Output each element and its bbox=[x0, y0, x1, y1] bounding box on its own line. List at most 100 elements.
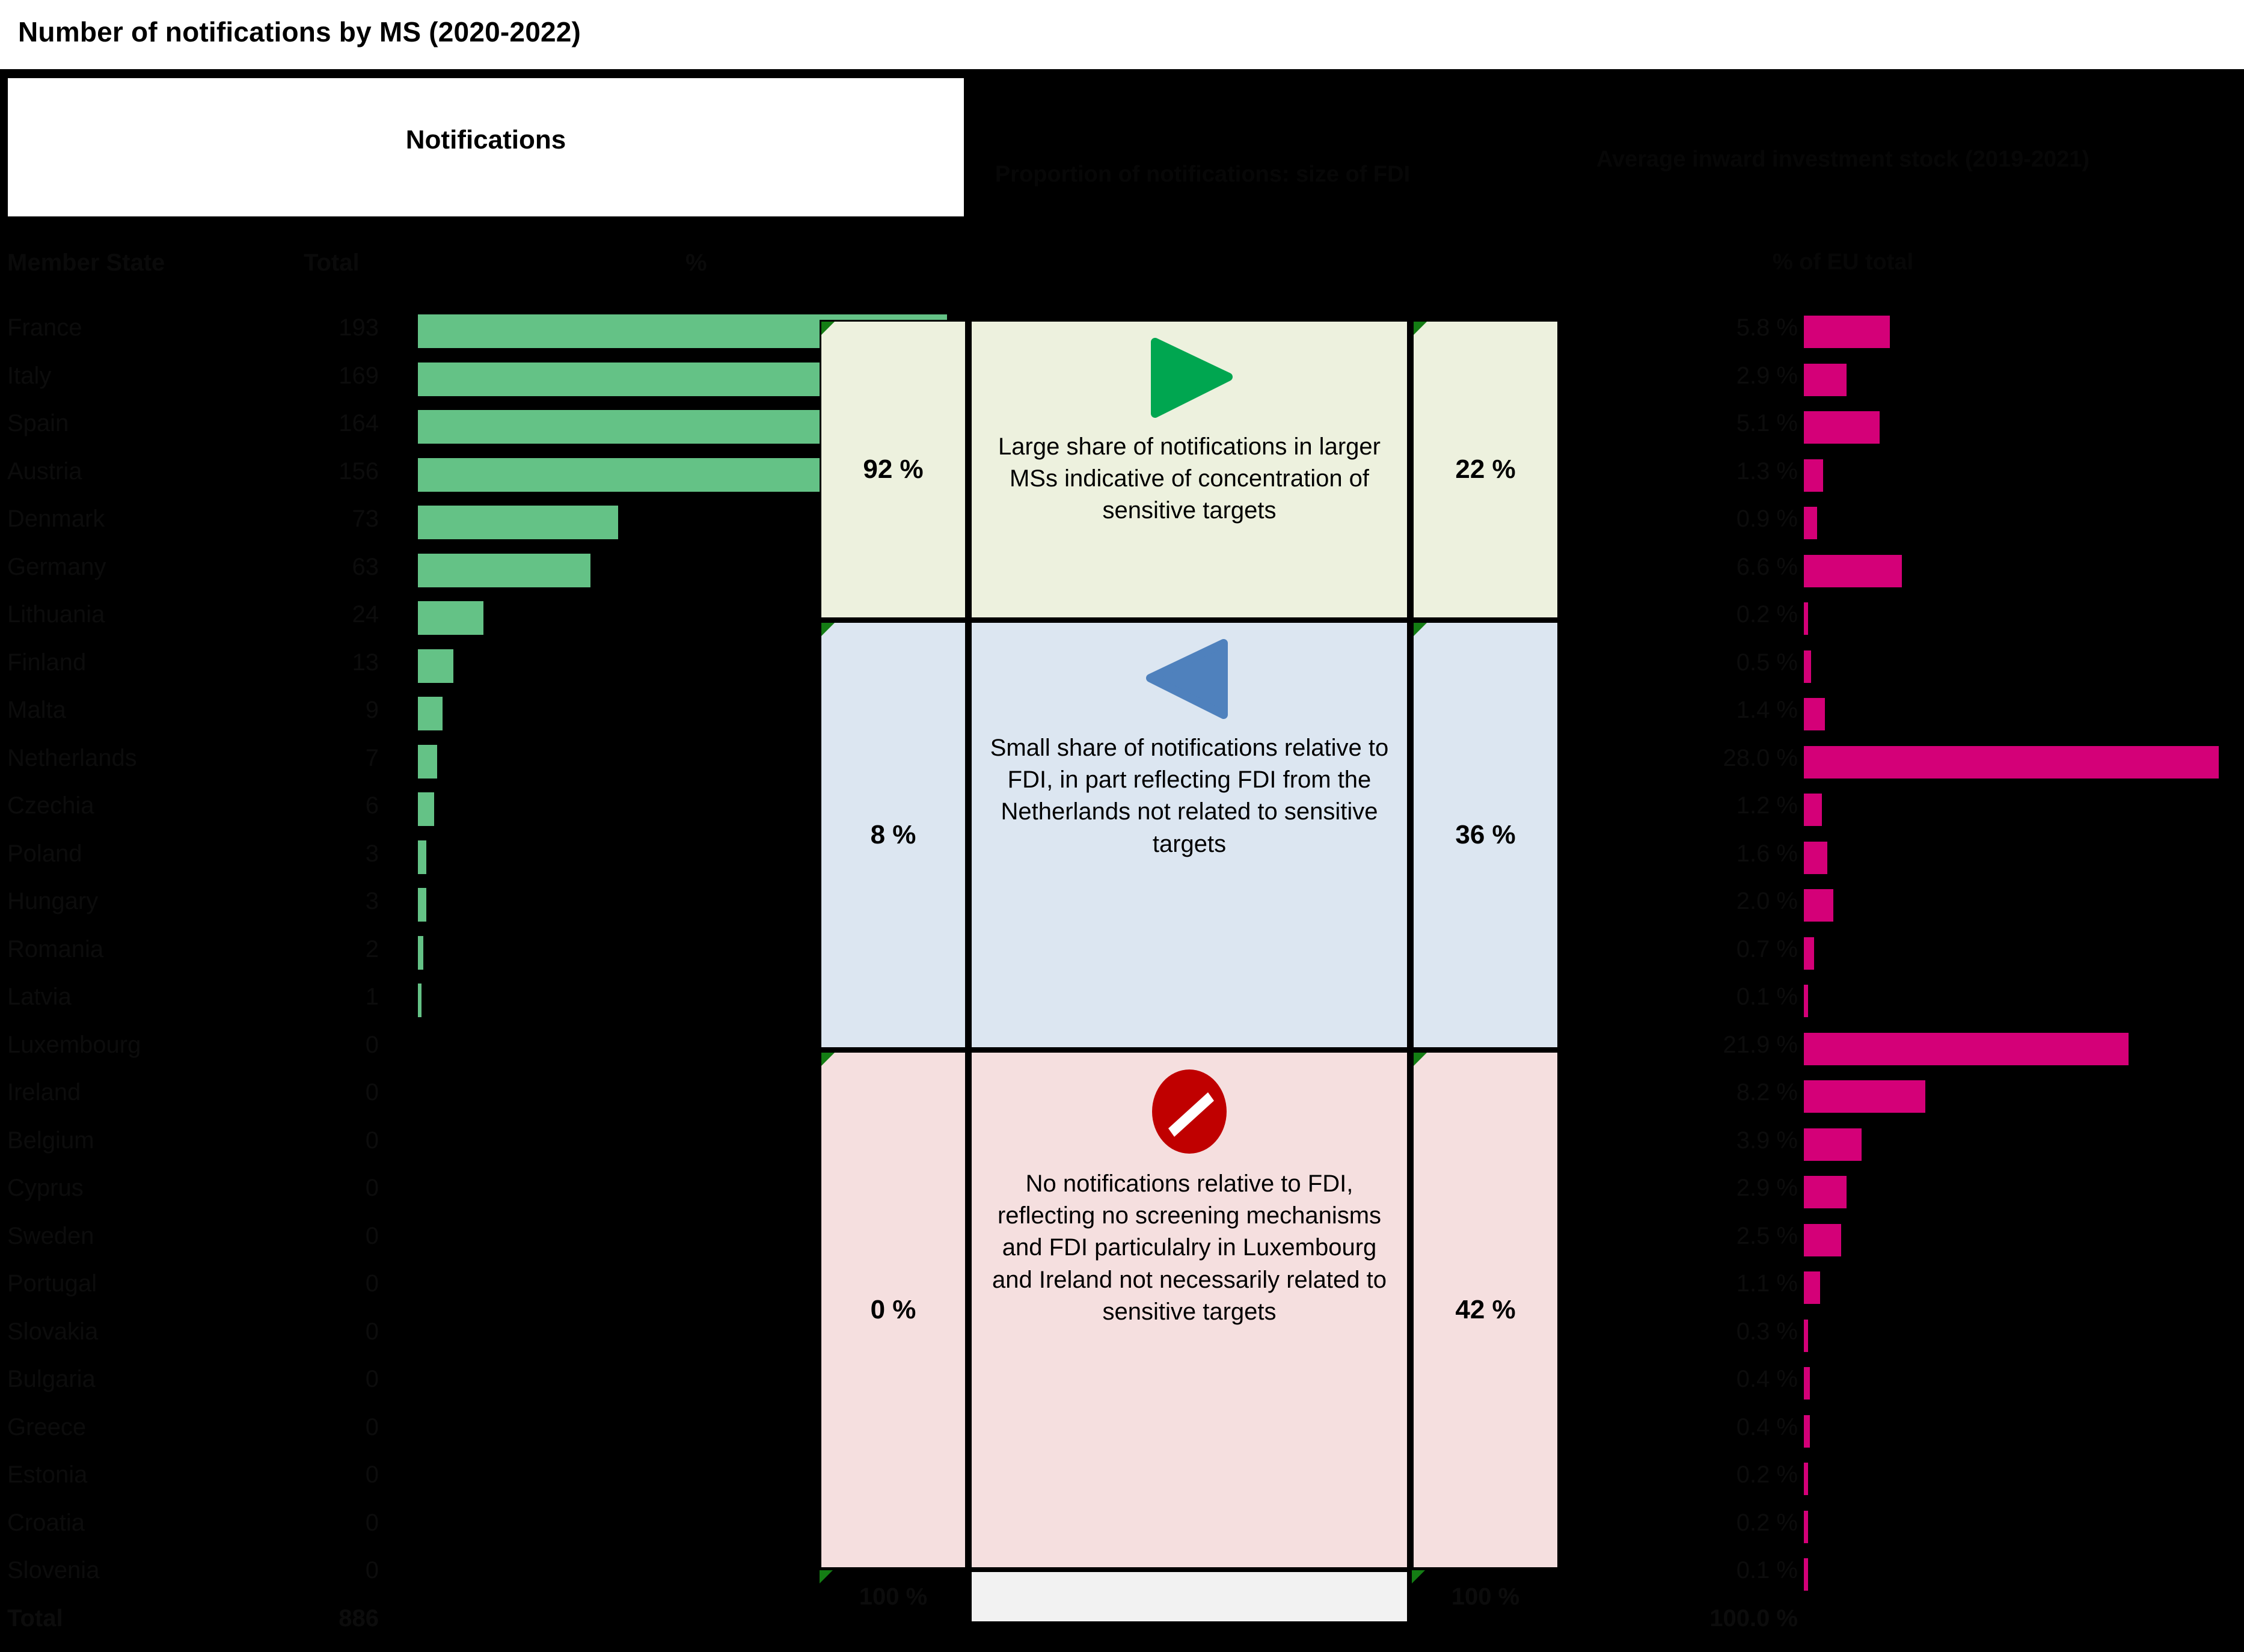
fdi-bar bbox=[1804, 1510, 1808, 1543]
table-row: Italy 169 2.9 % bbox=[0, 358, 2244, 406]
notifications-total-value: 193 bbox=[339, 314, 379, 341]
fdi-bar bbox=[1804, 507, 1818, 539]
notifications-bar bbox=[418, 457, 846, 492]
notifications-total-value: 169 bbox=[339, 362, 379, 389]
table-row: Sweden 0 2.5 % bbox=[0, 1218, 2244, 1266]
annotation-right-percent-value: 22 % bbox=[1455, 454, 1516, 484]
member-state-name: Slovakia bbox=[7, 1318, 99, 1345]
member-state-name: Lithuania bbox=[7, 601, 105, 628]
table-row: Czechia 6 1.2 % bbox=[0, 788, 2244, 836]
member-state-name: Sweden bbox=[7, 1222, 94, 1249]
member-state-name: Luxembourg bbox=[7, 1031, 141, 1058]
notifications-panel-label: Notifications bbox=[405, 125, 566, 154]
annotation-right-percent: 36 % bbox=[1412, 621, 1559, 1049]
cell-comment-marker-icon bbox=[821, 1053, 835, 1066]
notifications-total-value: 0 bbox=[365, 1031, 379, 1058]
notifications-total-value: 0 bbox=[365, 1366, 379, 1392]
fdi-bar bbox=[1804, 1558, 1808, 1591]
fdi-bar bbox=[1804, 1367, 1810, 1400]
cell-comment-marker-icon bbox=[821, 322, 835, 335]
member-state-name: Finland bbox=[7, 649, 87, 676]
table-row: Estonia 0 0.2 % bbox=[0, 1457, 2244, 1505]
notifications-total-value: 0 bbox=[365, 1461, 379, 1488]
cell-comment-marker-icon bbox=[1412, 1570, 1425, 1583]
notifications-total-value: 2 bbox=[365, 935, 379, 962]
notifications-total-value: 9 bbox=[365, 697, 379, 723]
column-header-total: Total bbox=[304, 249, 360, 276]
notifications-bar bbox=[418, 553, 591, 587]
annotation-left-percent: 8 % bbox=[820, 621, 967, 1049]
notifications-total-value: 6 bbox=[365, 792, 379, 819]
fdi-percent-value: 21.9 % bbox=[1723, 1031, 1798, 1058]
notifications-bar bbox=[418, 984, 422, 1017]
fdi-bar bbox=[1804, 1463, 1808, 1495]
notifications-total-value: 24 bbox=[352, 601, 379, 628]
fdi-bar bbox=[1804, 1032, 2129, 1065]
notifications-total-value: 886 bbox=[339, 1605, 379, 1632]
member-state-name: Portugal bbox=[7, 1270, 97, 1297]
member-state-name: Latvia bbox=[7, 984, 72, 1010]
notifications-total-value: 0 bbox=[365, 1509, 379, 1536]
annotation-left-total: 100 % bbox=[820, 1570, 967, 1623]
table-row: Slovenia 0 0.1 % bbox=[0, 1552, 2244, 1600]
fdi-percent-value: 3.9 % bbox=[1736, 1127, 1798, 1154]
annotation-right-percent: 22 % bbox=[1412, 320, 1559, 619]
fdi-bar bbox=[1804, 1128, 1862, 1161]
notifications-panel-header: Notifications bbox=[5, 75, 967, 219]
notifications-bar bbox=[418, 362, 881, 396]
annotation-right-total: 100 % bbox=[1412, 1570, 1559, 1623]
notifications-bar bbox=[418, 649, 454, 683]
cell-comment-marker-icon bbox=[1414, 1053, 1427, 1066]
table-row: Germany 63 6.6 % bbox=[0, 549, 2244, 597]
fdi-percent-value: 0.5 % bbox=[1736, 649, 1798, 676]
fdi-bar bbox=[1804, 985, 1808, 1017]
notifications-total-value: 164 bbox=[339, 410, 379, 436]
fdi-percent-value: 0.9 % bbox=[1736, 506, 1798, 532]
annotation-left-total-value: 100 % bbox=[859, 1583, 928, 1610]
notifications-total-value: 7 bbox=[365, 744, 379, 771]
member-state-name: Slovenia bbox=[7, 1557, 100, 1583]
member-state-name: Estonia bbox=[7, 1461, 88, 1488]
notifications-total-value: 0 bbox=[365, 1175, 379, 1201]
fdi-bar bbox=[1804, 1176, 1847, 1208]
fdi-percent-value: 1.1 % bbox=[1736, 1270, 1798, 1297]
table-row: Malta 9 1.4 % bbox=[0, 692, 2244, 740]
annotation-text: Large share of notifications in larger M… bbox=[998, 433, 1381, 524]
notifications-bar bbox=[418, 697, 443, 730]
fdi-bar bbox=[1804, 602, 1808, 635]
annotation-left-percent-value: 8 % bbox=[870, 820, 916, 849]
annotation-body: Small share of notifications relative to… bbox=[970, 621, 1409, 1049]
cell-comment-marker-icon bbox=[821, 623, 835, 636]
member-state-name: Cyprus bbox=[7, 1175, 84, 1201]
member-state-name: France bbox=[7, 314, 82, 341]
fdi-percent-value: 2.0 % bbox=[1736, 888, 1798, 914]
annotation-body: Large share of notifications in larger M… bbox=[970, 320, 1409, 619]
notifications-total-value: 0 bbox=[365, 1127, 379, 1154]
fdi-bar bbox=[1804, 1080, 1926, 1113]
member-state-name: Spain bbox=[7, 410, 69, 436]
table-row: Latvia 1 0.1 % bbox=[0, 979, 2244, 1027]
member-state-name: Poland bbox=[7, 840, 82, 867]
fdi-bar bbox=[1804, 889, 1834, 922]
fdi-percent-value: 6.6 % bbox=[1736, 553, 1798, 580]
fdi-bar bbox=[1804, 745, 2219, 779]
cell-comment-marker-icon bbox=[1414, 322, 1427, 335]
notifications-bar bbox=[418, 744, 437, 779]
fdi-percent-value: 0.7 % bbox=[1736, 935, 1798, 962]
fdi-percent-value: 100.0 % bbox=[1709, 1605, 1798, 1632]
notifications-bar bbox=[418, 888, 426, 922]
table-row: Cyprus 0 2.9 % bbox=[0, 1170, 2244, 1218]
annotation-right-percent-value: 36 % bbox=[1455, 820, 1516, 849]
notifications-total-value: 0 bbox=[365, 1413, 379, 1440]
notifications-bar bbox=[418, 601, 484, 635]
notifications-total-value: 156 bbox=[339, 457, 379, 485]
member-state-name: Romania bbox=[7, 935, 104, 962]
fdi-percent-value: 8.2 % bbox=[1736, 1079, 1798, 1106]
annotation-right-percent: 42 % bbox=[1412, 1051, 1559, 1569]
fdi-bar bbox=[1804, 459, 1824, 492]
fdi-percent-value: 28.0 % bbox=[1723, 744, 1798, 771]
table-row: Luxembourg 0 21.9 % bbox=[0, 1027, 2244, 1075]
notifications-total-value: 73 bbox=[352, 506, 379, 532]
notifications-total-value: 3 bbox=[365, 888, 379, 914]
title-bar: Number of notifications by MS (2020-2022… bbox=[0, 0, 2244, 72]
